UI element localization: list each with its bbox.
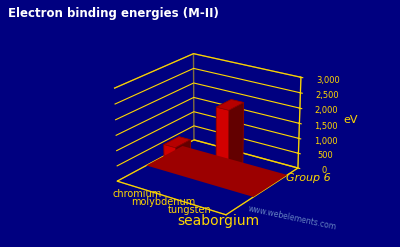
- Text: Electron binding energies (M-II): Electron binding energies (M-II): [8, 7, 219, 21]
- Text: www.webelements.com: www.webelements.com: [247, 204, 337, 232]
